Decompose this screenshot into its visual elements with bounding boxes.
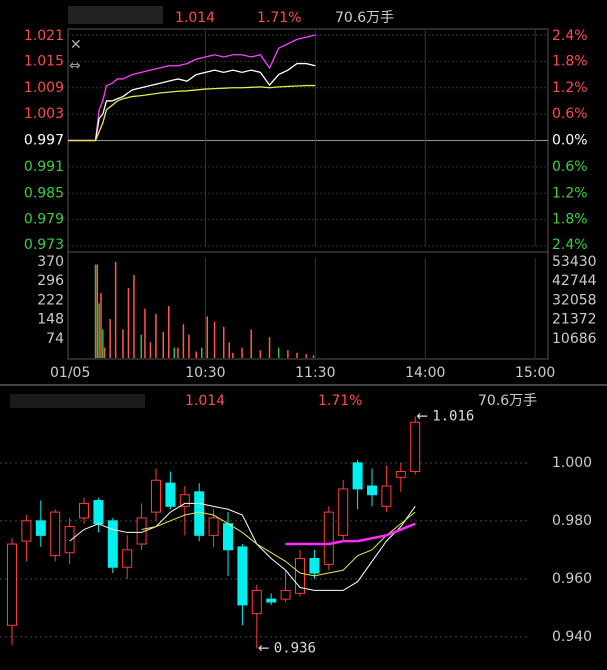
x-tick-label: 11:30	[295, 365, 335, 381]
y-tick-label: 0.973	[24, 237, 64, 253]
moving-average	[141, 511, 416, 577]
change: 1.71%	[257, 10, 301, 26]
candle-body	[79, 502, 89, 519]
obscured-name	[10, 394, 145, 408]
candle-body	[223, 523, 233, 551]
y2-tick-label: 2.4%	[552, 237, 588, 253]
y2-tick-label: 2.4%	[552, 28, 588, 44]
moving-average	[285, 522, 416, 546]
price-line	[68, 62, 316, 142]
y-tick-label: 1.021	[24, 28, 64, 44]
y2-tick-label: 0.6%	[552, 106, 588, 122]
candle-body	[50, 511, 61, 557]
y-tick-label: 0.997	[24, 133, 64, 149]
candle-body	[410, 421, 421, 473]
y-tick-label: 0.985	[24, 185, 64, 201]
frame	[67, 28, 549, 360]
change: 1.71%	[318, 393, 362, 409]
candle-body	[179, 494, 190, 507]
candle-body	[338, 488, 349, 536]
close-icon[interactable]: ✕	[70, 37, 82, 53]
price-line	[68, 34, 316, 142]
y2-tick-label: 0.0%	[552, 133, 588, 149]
candle-body	[352, 462, 363, 490]
candle-body	[93, 500, 104, 525]
candle-body	[381, 485, 392, 507]
x-tick-label: 14:00	[405, 365, 445, 381]
y-tick-label: 1.009	[24, 80, 64, 96]
y2-tick-label: 1.8%	[552, 212, 588, 228]
y2-tick-label: 32058	[552, 292, 597, 308]
candle-body	[21, 520, 32, 542]
price-line	[68, 84, 316, 142]
y2-tick-label: 10686	[552, 331, 597, 347]
x-tick-label: 10:30	[185, 365, 225, 381]
y2-tick-label: 1.8%	[552, 53, 588, 69]
x-tick-label: 01/05	[50, 365, 90, 381]
y-tick-label: 0.980	[552, 513, 592, 529]
candle-body	[165, 482, 176, 507]
candle-body	[208, 517, 219, 536]
candle-body	[367, 485, 377, 496]
candle-body	[266, 598, 277, 603]
y-tick-label: 296	[37, 273, 64, 289]
obscured-name	[68, 6, 163, 24]
candle-body	[64, 526, 75, 554]
y2-tick-label: 0.6%	[552, 159, 588, 175]
candle-body	[395, 471, 406, 478]
candle-body	[309, 558, 320, 574]
candle-body	[295, 558, 305, 594]
moving-average	[69, 502, 416, 591]
candle-body	[7, 543, 17, 626]
y2-tick-label: 21372	[552, 312, 597, 328]
y-tick-label: 0.979	[24, 212, 64, 228]
y-tick-label: 0.991	[24, 159, 64, 175]
y-tick-label: 1.003	[24, 106, 64, 122]
y-tick-label: 370	[37, 254, 64, 270]
y-tick-label: 1.015	[24, 53, 64, 69]
annotation-label: 0.936	[274, 640, 316, 656]
x-tick-label: 15:00	[515, 365, 555, 381]
expand-icon[interactable]: ⇔	[69, 58, 81, 74]
annotation-label: 1.016	[432, 408, 474, 424]
y-tick-label: 0.960	[552, 571, 592, 587]
y2-tick-label: 1.2%	[552, 80, 588, 96]
candle-body	[194, 491, 205, 536]
candle-body	[122, 549, 133, 568]
y2-tick-label: 53430	[552, 254, 597, 270]
annotation-arrow: ←	[416, 408, 428, 424]
candle-body	[151, 479, 161, 513]
price: 1.014	[175, 10, 215, 26]
candle-body	[35, 520, 46, 536]
y-tick-label: 74	[46, 331, 64, 347]
y-tick-label: 0.940	[552, 629, 592, 645]
candle-body	[237, 546, 248, 606]
candle-body	[251, 589, 262, 615]
annotation-arrow: ←	[258, 640, 270, 656]
candle-body	[323, 511, 334, 565]
y-tick-label: 222	[37, 292, 64, 308]
y-tick-label: 148	[37, 312, 64, 328]
volume: 70.6万手	[335, 10, 394, 26]
annotation: ← 1.016	[416, 408, 474, 424]
candle-body	[107, 520, 118, 568]
y-tick-label: 1.000	[552, 455, 592, 471]
y2-tick-label: 1.2%	[552, 185, 588, 201]
y2-tick-label: 42744	[552, 273, 597, 289]
volume: 70.6万手	[478, 393, 537, 409]
annotation: ← 0.936	[258, 640, 316, 656]
price: 1.014	[185, 393, 225, 409]
candle-body	[280, 589, 291, 600]
